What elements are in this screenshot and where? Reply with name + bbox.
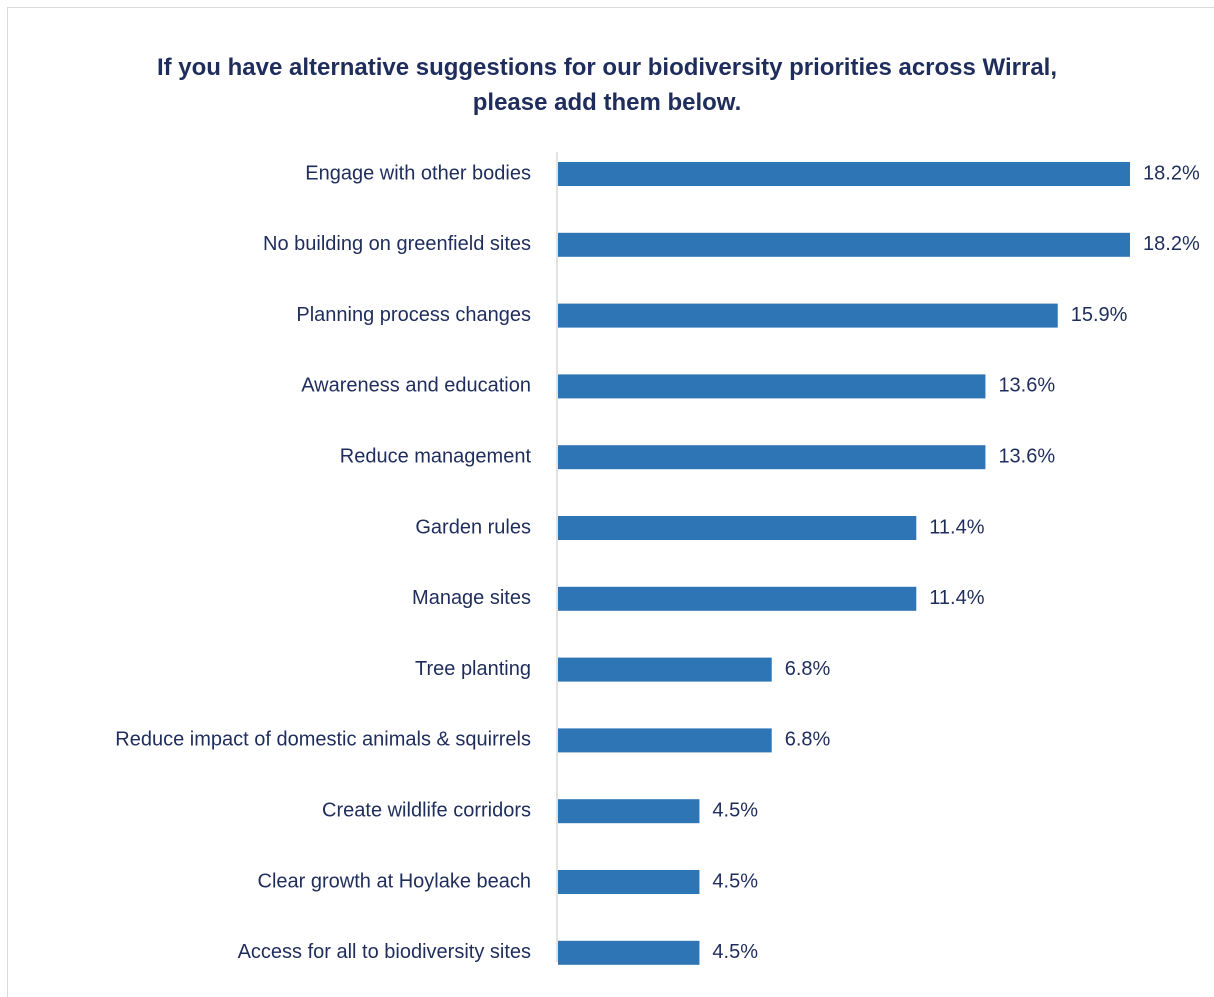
bar xyxy=(558,586,917,611)
category-label: Create wildlife corridors xyxy=(322,799,531,821)
bar xyxy=(558,940,700,965)
category-label: Tree planting xyxy=(415,658,531,680)
value-label: 11.4% xyxy=(929,516,984,538)
value-label: 13.6% xyxy=(998,375,1055,397)
category-label: Reduce management xyxy=(340,445,532,467)
bar xyxy=(558,232,1131,257)
category-label: Manage sites xyxy=(412,587,531,609)
bar xyxy=(558,799,700,824)
value-label: 6.8% xyxy=(785,729,831,751)
chart-frame xyxy=(7,7,1214,997)
value-label: 13.6% xyxy=(998,445,1055,467)
bar xyxy=(558,657,772,682)
value-label: 6.8% xyxy=(785,658,831,680)
category-label: Access for all to biodiversity sites xyxy=(238,941,531,963)
bar xyxy=(558,870,700,894)
bar xyxy=(558,303,1058,328)
bar xyxy=(558,162,1131,186)
category-label: Engage with other bodies xyxy=(305,162,531,184)
value-label: 4.5% xyxy=(712,799,758,821)
bar xyxy=(558,374,986,399)
value-label: 4.5% xyxy=(712,941,758,963)
bar xyxy=(558,728,772,753)
category-label: No building on greenfield sites xyxy=(263,233,531,255)
category-label: Clear growth at Hoylake beach xyxy=(258,870,531,892)
chart-title: If you have alternative suggestions for … xyxy=(156,54,1058,116)
value-label: 4.5% xyxy=(712,870,758,892)
bar xyxy=(558,445,986,470)
category-label: Reduce impact of domestic animals & squi… xyxy=(115,729,531,751)
value-label: 15.9% xyxy=(1071,304,1128,326)
bar xyxy=(558,516,917,540)
value-label: 11.4% xyxy=(929,587,984,609)
value-label: 18.2% xyxy=(1143,233,1200,255)
value-label: 18.2% xyxy=(1143,162,1200,184)
category-label: Awareness and education xyxy=(301,375,531,397)
category-label: Garden rules xyxy=(415,516,531,538)
category-label: Planning process changes xyxy=(296,304,531,326)
